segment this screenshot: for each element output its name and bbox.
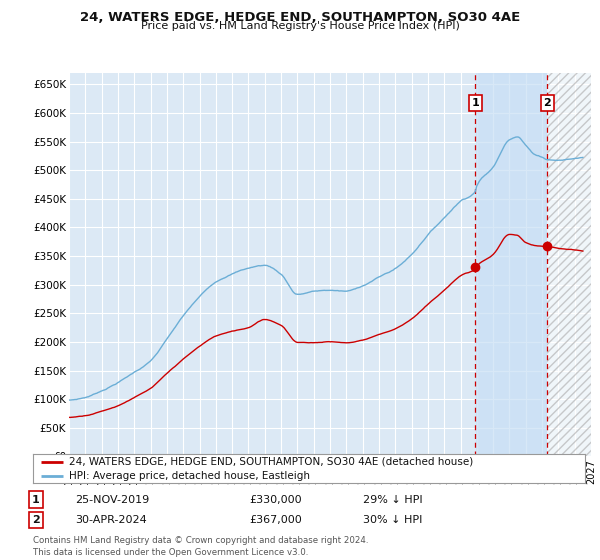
Text: 24, WATERS EDGE, HEDGE END, SOUTHAMPTON, SO30 4AE (detached house): 24, WATERS EDGE, HEDGE END, SOUTHAMPTON,… (69, 457, 473, 466)
Text: HPI: Average price, detached house, Eastleigh: HPI: Average price, detached house, East… (69, 472, 310, 481)
Bar (547, 73, 591, 456)
Text: 24, WATERS EDGE, HEDGE END, SOUTHAMPTON, SO30 4AE: 24, WATERS EDGE, HEDGE END, SOUTHAMPTON,… (80, 11, 520, 24)
Text: 2: 2 (544, 98, 551, 108)
Text: 1: 1 (32, 494, 40, 505)
Text: 29% ↓ HPI: 29% ↓ HPI (363, 494, 422, 505)
Text: 2: 2 (32, 515, 40, 525)
Text: Contains HM Land Registry data © Crown copyright and database right 2024.
This d: Contains HM Land Registry data © Crown c… (33, 536, 368, 557)
Text: 30% ↓ HPI: 30% ↓ HPI (363, 515, 422, 525)
Text: £367,000: £367,000 (249, 515, 302, 525)
Text: 1: 1 (472, 98, 479, 108)
Text: £330,000: £330,000 (249, 494, 302, 505)
Text: 30-APR-2024: 30-APR-2024 (75, 515, 147, 525)
Text: 25-NOV-2019: 25-NOV-2019 (75, 494, 149, 505)
Text: Price paid vs. HM Land Registry's House Price Index (HPI): Price paid vs. HM Land Registry's House … (140, 21, 460, 31)
